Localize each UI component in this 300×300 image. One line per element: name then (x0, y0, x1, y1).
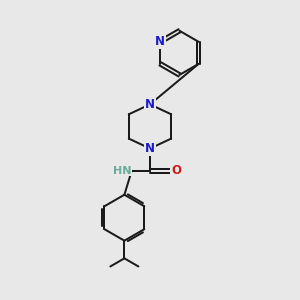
Text: O: O (171, 164, 181, 177)
Text: N: N (155, 35, 165, 48)
Text: N: N (145, 98, 155, 111)
Text: N: N (145, 142, 155, 155)
Text: HN: HN (113, 166, 132, 176)
